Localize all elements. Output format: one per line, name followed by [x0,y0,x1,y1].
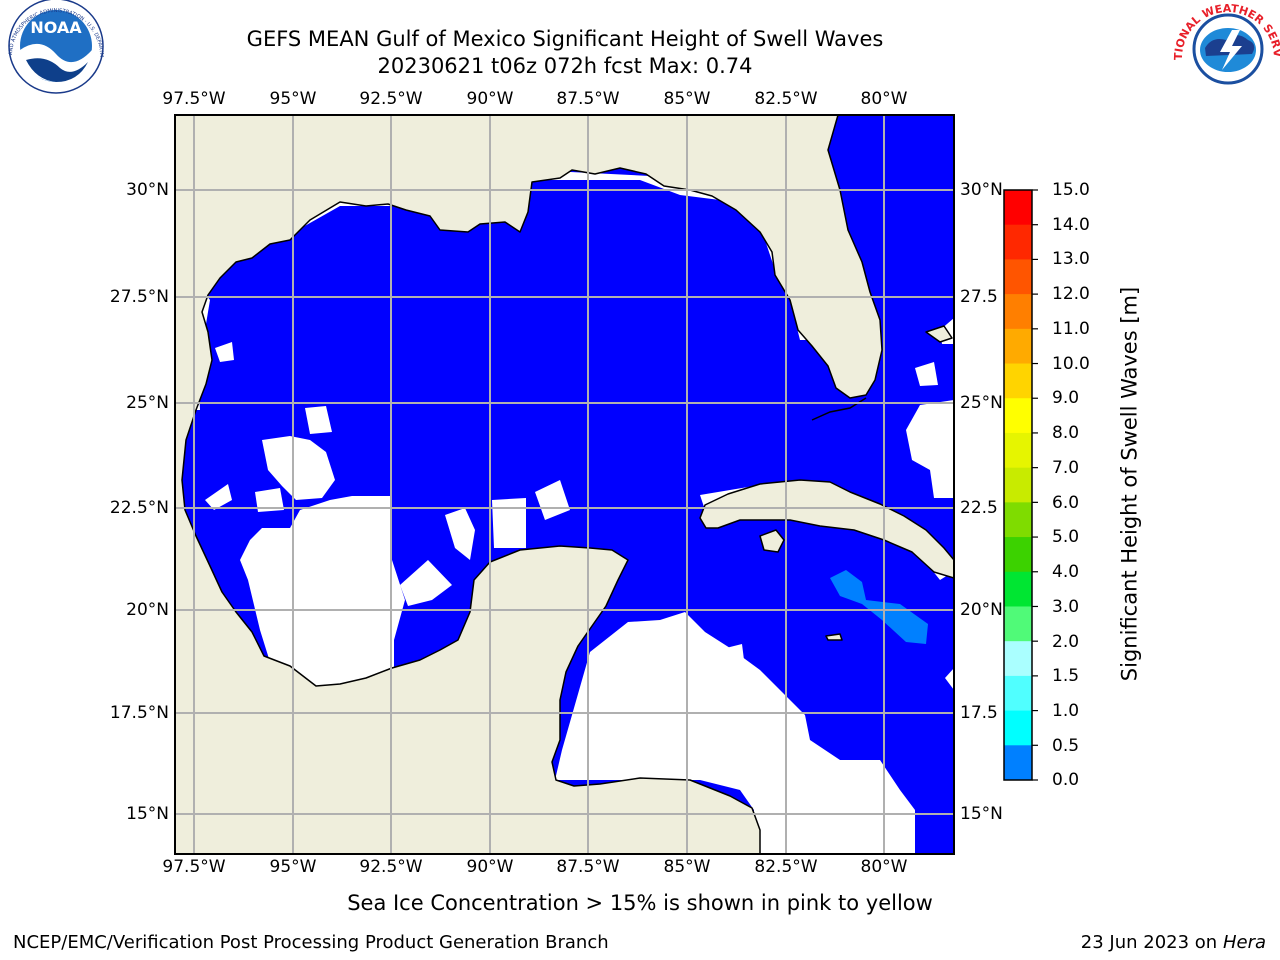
colorbar-tick: 3.0 [1052,597,1080,617]
land-jamaica [825,633,843,641]
colorbar-tick: 10.0 [1052,354,1090,374]
map-gridlines [175,115,954,854]
lon-tick-top: 97.5°W [162,89,226,109]
svg-text:NATIONAL WEATHER SERVICE: NATIONAL WEATHER SERVICE [0,0,1280,60]
colorbar-band [1004,571,1032,607]
lon-tick-bottom: 97.5°W [162,857,226,877]
colorbar-band [1004,328,1032,365]
colorbar-tick: 15.0 [1052,180,1090,200]
lon-tick-bottom: 92.5°W [359,857,423,877]
lat-tick-right: 22.5 [960,498,998,518]
machine-name: Hera [1222,932,1266,953]
colorbar-band [1004,190,1032,226]
lon-tick-top: 82.5°W [754,89,818,109]
colorbar-band [1004,606,1032,642]
map-frame [174,114,955,855]
colorbar-tick: 1.5 [1052,666,1080,686]
colorbar-band [1004,363,1032,399]
lat-tick-right: 15°N [960,804,1003,824]
land-isle-of-youth [759,529,785,553]
noaa-logo: NOAA NATIONAL OCEANIC AND ATMOSPHERIC AD… [0,0,104,94]
colorbar-tick: 0.0 [1052,770,1080,790]
colorbar-band [1004,467,1032,503]
lon-tick-top: 87.5°W [556,89,620,109]
colorbar-tick: 14.0 [1052,215,1090,235]
land-masses [175,115,954,854]
colorbar-tick: 5.0 [1052,527,1080,547]
colorbar-tick: 8.0 [1052,423,1080,443]
colorbar-tick: 1.0 [1052,701,1080,721]
colorbar-band [1004,398,1032,434]
lon-tick-bottom: 85°W [663,857,711,877]
colorbar-tick: 6.0 [1052,493,1080,513]
chart-subtitle: 20230621 t06z 072h fcst Max: 0.74 [377,54,753,78]
lat-tick-left: 27.5°N [109,287,169,307]
colorbar-band [1004,259,1032,295]
date-stamp: 23 Jun 2023 on Hera [1080,932,1266,953]
lat-tick-left: 17.5°N [109,703,169,723]
land-cuba [699,479,954,579]
colorbar-tick: 0.5 [1052,736,1080,756]
colorbar-frame [1003,189,1033,781]
colorbar-band [1004,745,1032,781]
lon-tick-top: 90°W [466,89,514,109]
land-north-america [175,115,883,854]
colorbar-band [1004,537,1032,573]
colorbar-tick: 7.0 [1052,458,1080,478]
lat-tick-left: 22.5°N [109,498,169,518]
lat-tick-right: 25°N [960,393,1003,413]
nws-ring-text: NATIONAL WEATHER SERVICE [0,0,1280,60]
lon-tick-bottom: 82.5°W [754,857,818,877]
colorbar-tick: 2.0 [1052,632,1080,652]
colorbar-tick: 13.0 [1052,249,1090,269]
land-bahamas [925,325,953,343]
lat-tick-right: 30°N [960,180,1003,200]
lat-tick-left: 20°N [126,600,169,620]
lon-tick-top: 85°W [663,89,711,109]
sea-ice-caption: Sea Ice Concentration > 15% is shown in … [347,891,933,915]
lat-tick-right: 17.5 [960,703,998,723]
credit-line: NCEP/EMC/Verification Post Processing Pr… [13,932,609,953]
colorbar-tick: 12.0 [1052,284,1090,304]
colorbar-band [1004,502,1032,538]
lon-tick-bottom: 80°W [860,857,908,877]
chart-title: GEFS MEAN Gulf of Mexico Significant Hei… [246,27,884,51]
colorbar-tick: 4.0 [1052,562,1080,582]
nws-logo: NATIONAL WEATHER SERVICE [0,0,1280,96]
colorbar-band [1004,294,1032,330]
colorbar-tick: 9.0 [1052,388,1080,408]
colorbar-label: Significant Height of Swell Waves [m] [1117,286,1142,682]
map-panel [175,115,954,854]
colorbar-tick: 11.0 [1052,319,1090,339]
colorbar-band [1004,710,1032,746]
lon-tick-bottom: 95°W [269,857,317,877]
lat-tick-right: 27.5 [960,287,998,307]
lon-tick-bottom: 90°W [466,857,514,877]
noaa-logo-text: NOAA [30,18,82,37]
lat-tick-left: 25°N [126,393,169,413]
colorbar-band [1004,675,1032,712]
colorbar-band [1004,224,1032,260]
colorbar [1003,189,1038,781]
colorbar-band [1004,641,1032,677]
lon-tick-bottom: 87.5°W [556,857,620,877]
lat-tick-left: 30°N [126,180,169,200]
colorbar-band [1004,432,1032,469]
lon-tick-top: 80°W [860,89,908,109]
lon-tick-top: 92.5°W [359,89,423,109]
lat-tick-left: 15°N [126,804,169,824]
lon-tick-top: 95°W [269,89,317,109]
lat-tick-right: 20°N [960,600,1003,620]
